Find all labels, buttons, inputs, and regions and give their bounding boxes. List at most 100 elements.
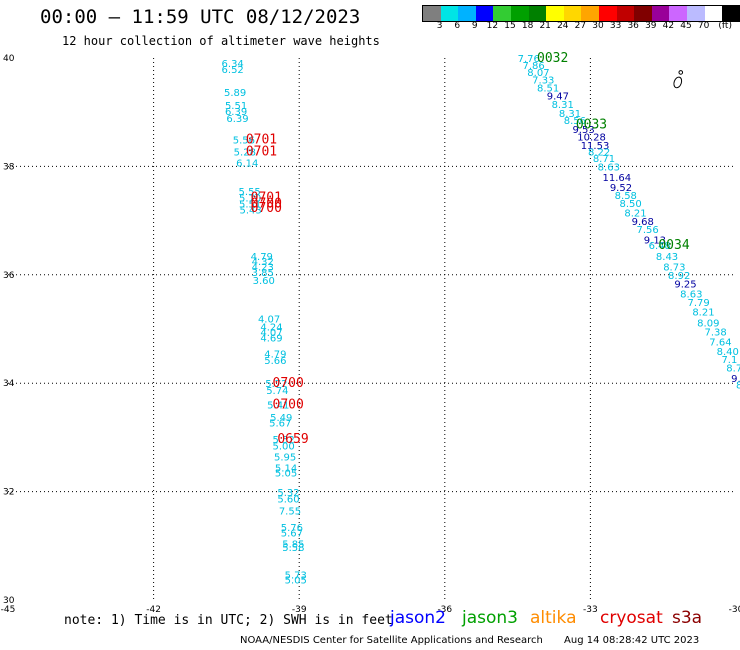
wave-height-value: 5.00: [273, 441, 295, 452]
colorbar-swatch: [493, 6, 511, 21]
wave-height-value: 8.31: [559, 109, 581, 120]
pass-time-label: 0659: [277, 432, 308, 447]
wave-height-value: 6.48: [649, 241, 671, 252]
wave-height-value: 5.70: [239, 194, 261, 205]
wave-height-value: 8.63: [598, 163, 620, 174]
colorbar-label: 45: [680, 21, 692, 31]
wave-height-value: 6.39: [226, 114, 248, 125]
legend-cryosat: cryosat: [600, 608, 663, 628]
wave-height-value: 11.64: [603, 173, 632, 184]
colorbar-label: 3: [436, 21, 443, 31]
pass-time-label: 0701: [246, 145, 277, 160]
wave-height-value: 9.: [731, 374, 740, 385]
colorbar-label: 30: [592, 21, 604, 31]
wave-height-value: 8.50: [620, 199, 642, 210]
wave-height-value: 4.07: [260, 328, 282, 339]
colorbar-label: 70: [697, 21, 710, 31]
pass-time-label: 0034: [658, 238, 689, 253]
wave-height-value: 8.07: [527, 68, 549, 79]
lat-tick-label: 40: [3, 54, 15, 64]
wave-height-value: 8.31: [552, 100, 574, 111]
wave-height-value: 7.56: [637, 225, 659, 236]
wave-height-value: 5.58: [282, 543, 304, 554]
wave-height-value: 4.79: [264, 350, 286, 361]
wave-height-value: 5.67: [281, 529, 303, 540]
wave-height-value: 7.76: [518, 54, 540, 65]
wave-height-value: 4.69: [260, 333, 282, 344]
colorbar-swatch: [722, 6, 740, 21]
wave-height-value: 8.43: [656, 252, 678, 263]
lat-tick-label: 30: [3, 596, 15, 606]
wave-height-colorbar: [422, 5, 740, 22]
wave-height-value: 9.25: [674, 279, 696, 290]
lat-tick-label: 32: [3, 488, 14, 498]
wave-height-value: 4.24: [260, 323, 282, 334]
wave-height-value: 4.23: [252, 262, 274, 273]
colorbar-label: 24: [557, 21, 569, 31]
wave-height-value: 10.28: [577, 132, 606, 143]
wave-height-value: 4.07: [258, 314, 280, 325]
wave-height-value: 3.60: [253, 276, 275, 287]
lat-tick-label: 36: [3, 271, 15, 281]
lon-tick-label: -45: [1, 605, 16, 615]
wave-height-value: 5.49: [270, 413, 292, 424]
island-outline: [673, 76, 683, 89]
legend-jason2: jason2: [390, 608, 446, 628]
wave-height-value: 7.33: [532, 75, 554, 86]
lon-tick-label: -42: [146, 605, 161, 615]
wave-height-value: 11.53: [581, 141, 610, 152]
wave-height-value: 5.73: [285, 570, 307, 581]
colorbar-swatch: [528, 6, 547, 21]
wave-height-value: 8.63: [680, 290, 702, 301]
legend-jason3: jason3: [462, 608, 518, 628]
colorbar-swatch: [598, 6, 617, 21]
colorbar-label: (ft): [718, 21, 732, 31]
wave-height-value: 5.14: [275, 464, 297, 475]
wave-height-value: 5.60: [277, 494, 299, 505]
wave-height-value: 4.79: [251, 252, 273, 263]
wave-height-value: 6.39: [225, 107, 247, 118]
colorbar-swatch: [669, 6, 687, 21]
wave-height-value: 5.05: [285, 576, 307, 587]
wave-height-value: 6.34: [222, 59, 244, 70]
wave-height-value: 4.32: [252, 257, 274, 268]
colorbar-swatch: [616, 6, 635, 21]
wave-height-value: 8.22: [588, 148, 610, 159]
wave-height-value: 5.05: [275, 468, 297, 479]
wave-height-value: 5.89: [224, 88, 246, 99]
wave-height-value: 9.68: [632, 217, 654, 228]
colorbar-swatch: [563, 6, 582, 21]
wave-height-value: 8.73: [663, 262, 685, 273]
wave-height-value: 8.21: [692, 307, 714, 318]
wave-height-value: 5.32: [277, 488, 299, 499]
pass-time-label: 0700: [273, 376, 304, 391]
colorbar-label: 21: [539, 21, 551, 31]
wave-height-value: 5.51: [239, 200, 261, 211]
wave-height-value: 8.: [736, 381, 740, 392]
wave-height-value: 5.55: [239, 187, 261, 198]
wave-height-value: 5.43: [240, 206, 262, 217]
wave-height-value: 5.76: [281, 523, 303, 534]
wave-height-value: 5.66: [264, 356, 286, 367]
pass-time-label: 0701: [246, 133, 277, 148]
colorbar-label: 27: [574, 21, 587, 31]
pass-time-label: 0701: [251, 191, 282, 206]
wave-height-value: 8.56: [564, 116, 586, 127]
colorbar-label: 9: [471, 21, 478, 31]
colorbar-label: 6: [454, 21, 461, 31]
wave-height-value: 5.95: [274, 453, 296, 464]
colorbar-swatch: [423, 6, 441, 21]
page-subtitle: 12 hour collection of altimeter wave hei…: [62, 34, 380, 48]
colorbar-swatch: [510, 6, 529, 21]
wave-height-value: 8.71: [593, 154, 615, 165]
pass-time-label: 0700: [273, 398, 304, 413]
pass-time-label: 0032: [537, 51, 568, 66]
wave-height-value: 8.7: [726, 363, 740, 374]
pass-time-label: 0033: [576, 117, 607, 132]
wave-height-value: 7.55: [279, 506, 301, 517]
wave-height-value: 5.67: [269, 419, 291, 430]
wave-height-value: 7.38: [704, 328, 726, 339]
colorbar-label: 33: [609, 21, 622, 31]
